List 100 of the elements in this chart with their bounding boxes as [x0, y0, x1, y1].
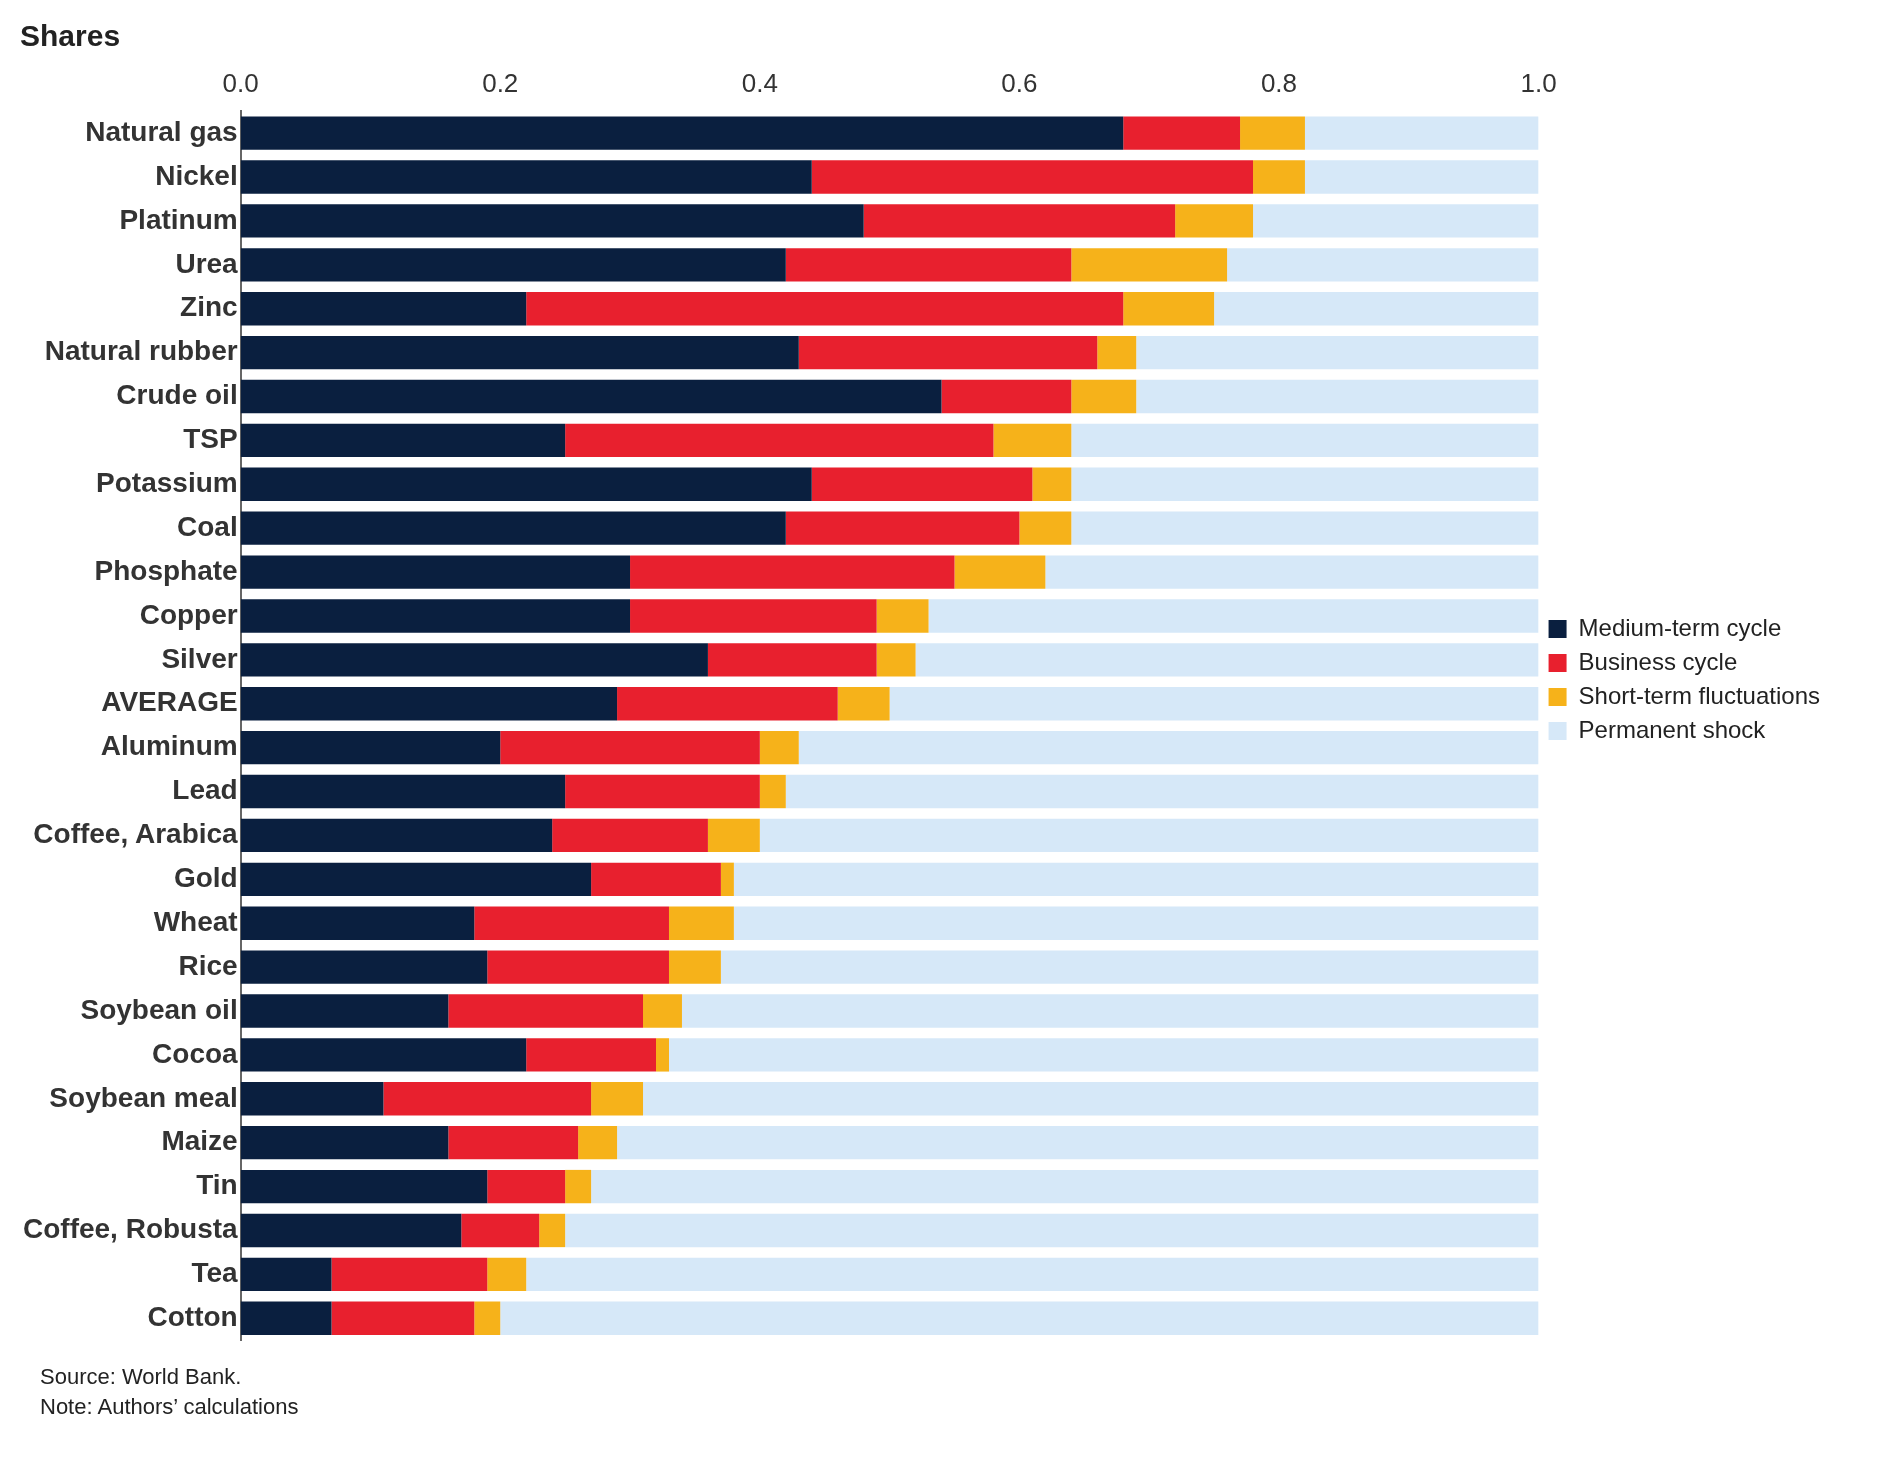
bar — [707, 643, 877, 677]
bar — [240, 643, 708, 677]
bar — [240, 335, 799, 370]
y-tick-label: Platinum — [119, 203, 238, 235]
bar — [759, 818, 1539, 853]
bar — [1253, 204, 1539, 238]
bar — [539, 1213, 566, 1248]
y-tick-label: Coffee, Robusta — [22, 1213, 239, 1245]
y-tick-label: Tea — [191, 1257, 239, 1289]
y-tick-label: Coal — [176, 510, 238, 542]
bar — [487, 950, 669, 984]
y-tick-label: TSP — [183, 423, 238, 455]
y-tick-label: Soybean meal — [49, 1081, 238, 1113]
bar — [487, 1257, 527, 1292]
bar — [668, 1038, 1539, 1072]
bar — [1071, 511, 1539, 545]
bar — [643, 1082, 1539, 1116]
x-tick-label: 0.6 — [1001, 67, 1038, 98]
y-tick-label: Natural gas — [85, 115, 238, 147]
y-tick-label: Lead — [172, 774, 238, 806]
bar — [668, 906, 734, 940]
bar — [487, 1169, 566, 1204]
bar — [240, 292, 527, 326]
bar — [1123, 292, 1215, 326]
bar — [448, 994, 644, 1028]
bar — [240, 467, 812, 501]
bar — [240, 906, 475, 940]
bar — [240, 862, 592, 896]
bar — [240, 730, 501, 765]
bar — [785, 774, 1539, 809]
legend-label: Short-term fluctuations — [1578, 681, 1821, 709]
bar — [785, 248, 1072, 282]
bar — [565, 1169, 592, 1204]
bar — [1253, 160, 1305, 194]
bar — [526, 1038, 656, 1072]
bar — [1136, 379, 1539, 414]
bar — [1097, 335, 1137, 370]
legend-label: Business cycle — [1578, 647, 1738, 675]
bar — [240, 160, 812, 194]
bar — [1032, 467, 1072, 501]
y-tick-label: Rice — [178, 949, 238, 981]
bar — [461, 1213, 540, 1248]
bar — [811, 160, 1254, 194]
x-tick-label: 1.0 — [1520, 67, 1557, 98]
bar — [240, 1038, 527, 1072]
source-note: Source: World Bank. — [40, 1364, 243, 1390]
legend-label: Permanent shock — [1578, 715, 1767, 743]
bar — [240, 774, 566, 809]
y-tick-label: Crude oil — [116, 379, 238, 411]
bar — [889, 687, 1539, 721]
bar — [759, 774, 786, 809]
bar — [1071, 467, 1539, 501]
bar — [331, 1301, 475, 1335]
bar — [240, 1301, 332, 1335]
y-tick-label: Urea — [175, 247, 239, 279]
bar — [1071, 379, 1137, 414]
bar — [863, 204, 1176, 238]
chart-title: Shares — [20, 19, 121, 53]
y-tick-label: Natural rubber — [44, 335, 238, 367]
bar — [720, 862, 734, 896]
bar — [240, 379, 942, 414]
bar — [785, 511, 1020, 545]
bar — [565, 774, 760, 809]
bar — [1071, 423, 1539, 458]
bar — [240, 1169, 488, 1204]
bar — [630, 599, 877, 633]
bar — [720, 950, 1539, 984]
bar — [1019, 511, 1072, 545]
bar — [500, 1301, 1539, 1335]
bar — [759, 730, 799, 765]
bar — [448, 1126, 579, 1160]
bar — [798, 730, 1539, 765]
bar — [656, 1038, 669, 1072]
bar — [240, 687, 618, 721]
bar — [643, 994, 682, 1028]
bar — [591, 1169, 1539, 1204]
bar — [500, 730, 760, 765]
text: Note: Authors’ calculations — [40, 1394, 300, 1420]
bar — [1240, 116, 1305, 150]
bar — [798, 335, 1098, 370]
y-tick-label: Tin — [196, 1169, 238, 1201]
bar — [668, 950, 721, 984]
y-tick-label: Copper — [139, 598, 238, 630]
bar — [591, 1082, 644, 1116]
bar — [1123, 116, 1241, 150]
bar — [993, 423, 1072, 458]
bar — [526, 1257, 1539, 1292]
bar — [681, 994, 1539, 1028]
bar — [240, 818, 553, 853]
y-tick-label: Cotton — [147, 1300, 238, 1332]
bar — [591, 862, 721, 896]
y-tick-label: Maize — [161, 1125, 238, 1157]
x-tick-label: 0.8 — [1260, 67, 1298, 98]
bar — [240, 1213, 462, 1248]
bar — [928, 599, 1539, 633]
bar — [240, 116, 1124, 150]
bar — [733, 862, 1539, 896]
bar — [240, 1126, 449, 1160]
bar — [526, 292, 1124, 326]
bar — [1214, 292, 1539, 326]
